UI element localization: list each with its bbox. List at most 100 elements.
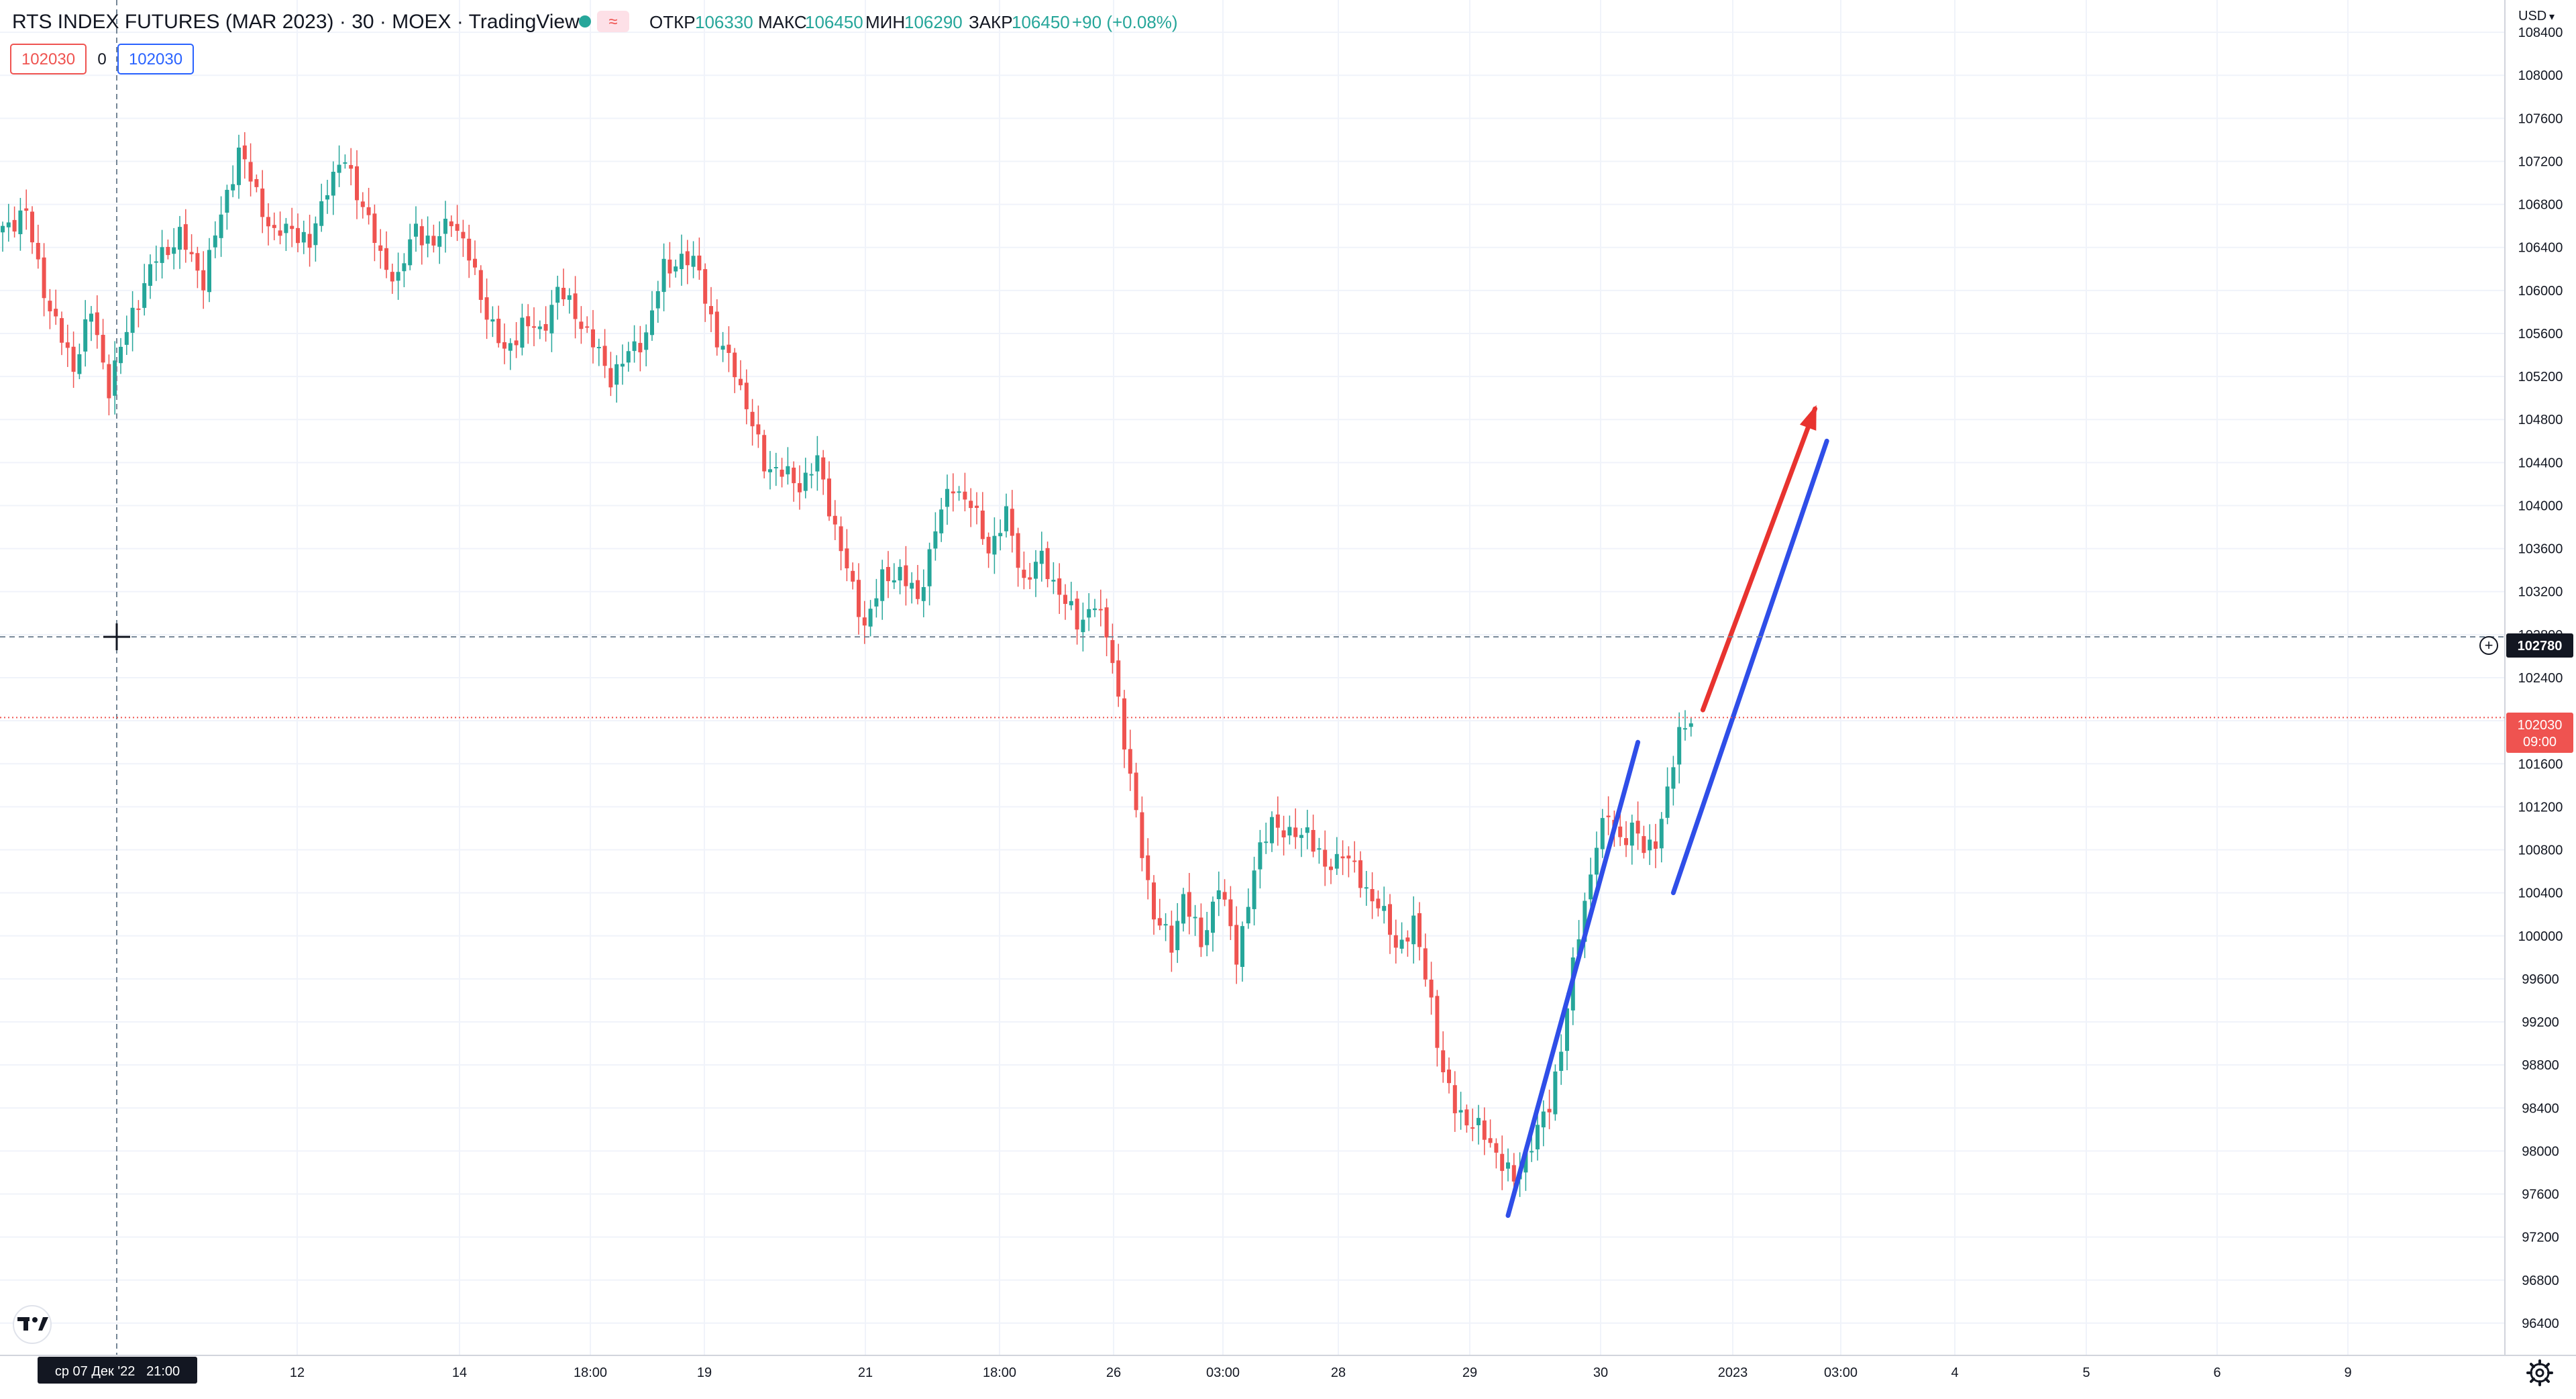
candle[interactable] xyxy=(1098,589,1103,627)
candle[interactable] xyxy=(537,320,542,340)
candle[interactable] xyxy=(1069,582,1073,611)
candle[interactable] xyxy=(709,287,713,332)
candle[interactable] xyxy=(1163,913,1168,941)
candle[interactable] xyxy=(1547,1090,1552,1129)
candle[interactable] xyxy=(178,215,182,269)
candle[interactable] xyxy=(1270,811,1274,852)
candle[interactable] xyxy=(189,234,194,262)
candle[interactable] xyxy=(443,201,447,253)
candle[interactable] xyxy=(325,179,329,214)
candle[interactable] xyxy=(1346,846,1351,878)
candle[interactable] xyxy=(18,197,23,251)
candle[interactable] xyxy=(284,217,288,252)
candle[interactable] xyxy=(868,600,873,637)
candle[interactable] xyxy=(1311,815,1316,858)
candle[interactable] xyxy=(1305,809,1309,849)
candle[interactable] xyxy=(780,458,784,488)
candle[interactable] xyxy=(508,338,513,370)
candle[interactable] xyxy=(83,300,88,367)
candle[interactable] xyxy=(697,238,702,280)
candle[interactable] xyxy=(1654,823,1658,868)
symbol-title[interactable]: RTS INDEX FUTURES (MAR 2023) · 30 · MOEX… xyxy=(12,11,580,33)
candle[interactable] xyxy=(514,322,519,358)
candle[interactable] xyxy=(1211,896,1215,952)
candle[interactable] xyxy=(437,221,442,264)
candle[interactable] xyxy=(1376,890,1381,917)
candle[interactable] xyxy=(886,551,890,599)
candle[interactable] xyxy=(54,289,58,325)
candle[interactable] xyxy=(1618,810,1623,846)
candle[interactable] xyxy=(183,209,188,263)
candle[interactable] xyxy=(396,252,400,300)
candle[interactable] xyxy=(1016,527,1020,587)
candle[interactable] xyxy=(1559,1034,1564,1085)
candle[interactable] xyxy=(1452,1071,1457,1132)
candle[interactable] xyxy=(113,341,117,415)
candle[interactable] xyxy=(390,263,394,294)
candle[interactable] xyxy=(975,492,979,525)
candle[interactable] xyxy=(727,326,731,372)
candle[interactable] xyxy=(567,288,572,314)
candle[interactable] xyxy=(1187,873,1191,935)
candle[interactable] xyxy=(242,132,247,179)
candle[interactable] xyxy=(290,207,294,248)
candle[interactable] xyxy=(1116,643,1121,707)
candle[interactable] xyxy=(803,458,808,499)
candle[interactable] xyxy=(833,500,837,540)
candle[interactable] xyxy=(1441,1031,1446,1083)
candle[interactable] xyxy=(360,192,365,219)
candle[interactable] xyxy=(1423,933,1428,987)
candle[interactable] xyxy=(172,227,176,270)
candle[interactable] xyxy=(910,572,914,604)
candle[interactable] xyxy=(1629,815,1634,865)
candle[interactable] xyxy=(1665,767,1670,825)
candle[interactable] xyxy=(231,165,235,197)
market-status-icon[interactable] xyxy=(579,15,591,28)
candle[interactable] xyxy=(1093,599,1097,617)
candle[interactable] xyxy=(278,211,282,245)
candle[interactable] xyxy=(1536,1110,1540,1161)
candle[interactable] xyxy=(1340,840,1345,876)
candle[interactable] xyxy=(1541,1100,1546,1147)
candle[interactable] xyxy=(1134,762,1138,818)
candle[interactable] xyxy=(1157,898,1162,931)
candle[interactable] xyxy=(1553,1064,1558,1121)
candle[interactable] xyxy=(1034,550,1038,597)
candle[interactable] xyxy=(1051,562,1056,594)
candle[interactable] xyxy=(1582,892,1587,958)
candle[interactable] xyxy=(1075,590,1079,645)
candle[interactable] xyxy=(408,223,413,270)
candle[interactable] xyxy=(621,344,625,385)
candle[interactable] xyxy=(154,246,158,281)
candle[interactable] xyxy=(526,304,531,344)
candle[interactable] xyxy=(1152,875,1156,935)
candle[interactable] xyxy=(160,229,164,279)
candle[interactable] xyxy=(555,275,560,320)
delay-badge[interactable] xyxy=(597,11,629,32)
candle[interactable] xyxy=(195,246,200,289)
currency-label[interactable]: USD xyxy=(2518,9,2546,23)
candle[interactable] xyxy=(1004,493,1008,538)
candle[interactable] xyxy=(378,229,383,269)
candle[interactable] xyxy=(1635,801,1640,850)
candle[interactable] xyxy=(124,315,129,355)
candle[interactable] xyxy=(296,213,300,252)
candle[interactable] xyxy=(874,578,879,618)
red-arrow-line[interactable] xyxy=(1700,406,1818,713)
candle[interactable] xyxy=(1110,623,1115,674)
candle[interactable] xyxy=(1140,796,1144,872)
candle[interactable] xyxy=(986,532,991,568)
candle[interactable] xyxy=(1087,593,1091,631)
candle[interactable] xyxy=(484,278,489,340)
candle[interactable] xyxy=(809,463,814,488)
candle[interactable] xyxy=(1045,541,1050,588)
chevron-down-icon[interactable]: ▾ xyxy=(2549,11,2555,23)
candle[interactable] xyxy=(490,306,495,338)
candle[interactable] xyxy=(1175,902,1180,964)
candle[interactable] xyxy=(768,451,772,490)
candle[interactable] xyxy=(431,224,436,253)
candle[interactable] xyxy=(1677,712,1682,784)
candle[interactable] xyxy=(1281,815,1286,856)
candle[interactable] xyxy=(638,325,643,372)
